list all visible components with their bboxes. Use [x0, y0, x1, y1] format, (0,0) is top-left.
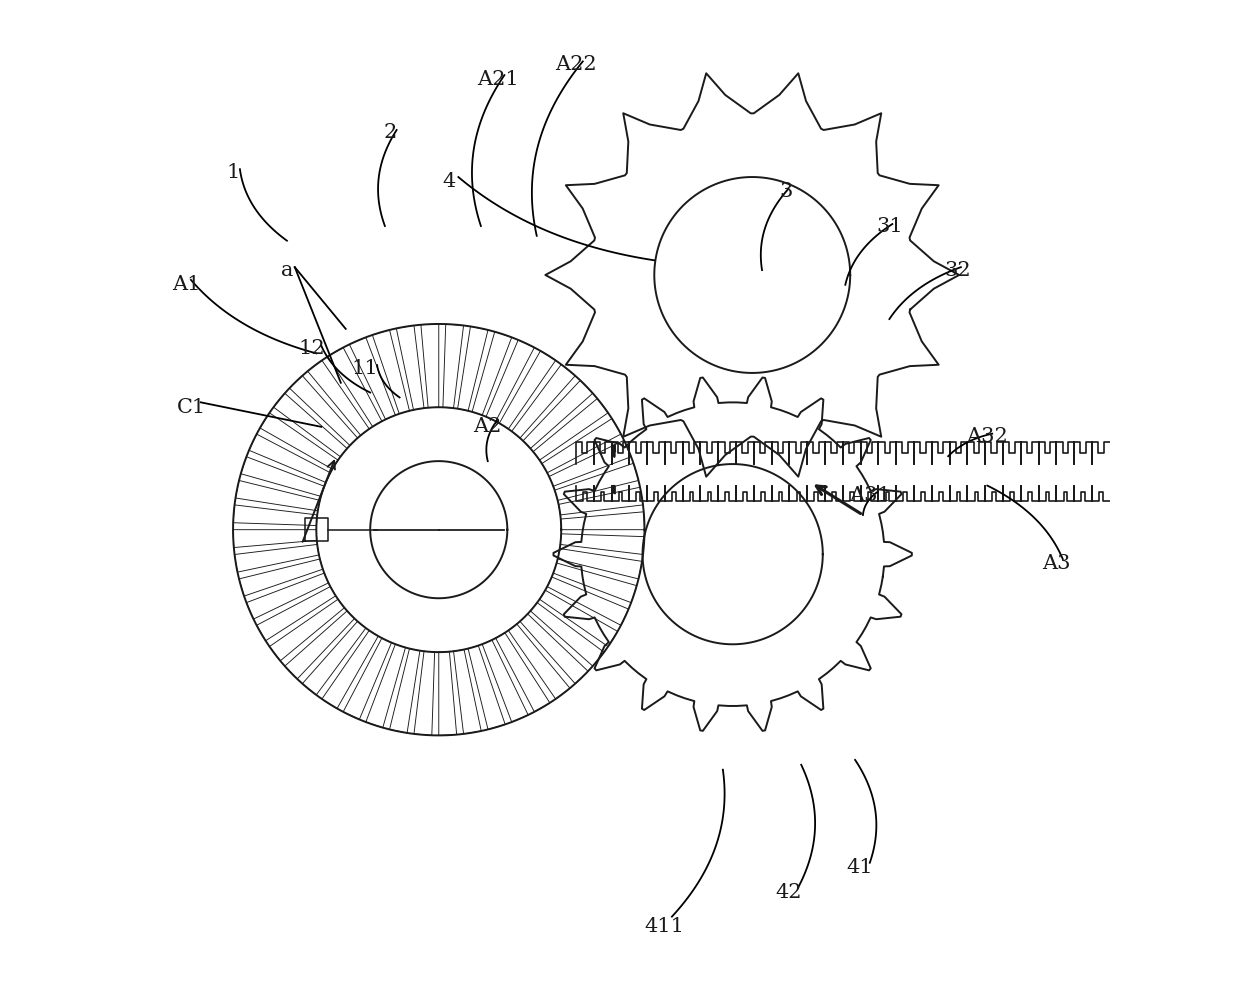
Text: 41: 41	[847, 858, 873, 877]
Text: a: a	[280, 261, 293, 280]
Text: 11: 11	[352, 358, 378, 378]
Text: 32: 32	[945, 261, 971, 280]
Text: 3: 3	[780, 182, 794, 201]
Text: A3: A3	[1042, 554, 1070, 574]
Text: A32: A32	[966, 427, 1008, 446]
Text: 42: 42	[775, 883, 802, 902]
Text: C1: C1	[177, 397, 207, 417]
Text: A2: A2	[474, 417, 502, 437]
Text: A22: A22	[556, 55, 596, 74]
Text: A1: A1	[172, 276, 201, 294]
Text: 411: 411	[644, 917, 684, 936]
Text: 1: 1	[227, 163, 239, 181]
Text: A21: A21	[476, 70, 518, 88]
Text: 12: 12	[298, 339, 325, 358]
Text: 2: 2	[383, 124, 397, 142]
Text: 31: 31	[875, 217, 903, 235]
Text: 4: 4	[441, 173, 455, 191]
Text: A31: A31	[849, 486, 890, 505]
